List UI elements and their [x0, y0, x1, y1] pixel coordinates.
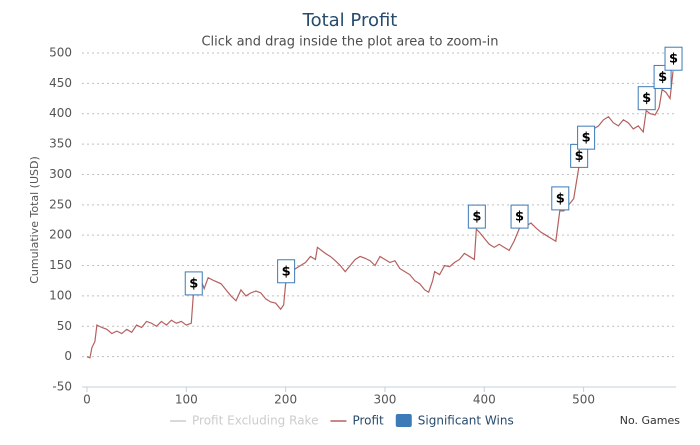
y-tick-label: -50: [52, 380, 72, 394]
x-tick-label: 500: [572, 393, 595, 407]
legend-label: Significant Wins: [418, 414, 514, 428]
chart-title: Total Profit: [302, 10, 398, 31]
flag: [653, 64, 672, 89]
y-tick-label: 250: [49, 197, 72, 211]
y-tick-label: 200: [49, 228, 72, 242]
x-tick-label: 200: [274, 393, 297, 407]
y-tick-label: 100: [49, 288, 72, 302]
flag: [467, 204, 486, 229]
flag: [184, 271, 203, 296]
flag-text: $: [189, 276, 198, 291]
flag-text: $: [669, 52, 678, 67]
x-tick-label: 400: [473, 393, 496, 407]
flag: [637, 86, 656, 111]
legend-label: Profit: [352, 414, 384, 428]
flag-text: $: [658, 70, 667, 85]
flag-text: $: [642, 91, 651, 106]
flag-text: $: [556, 191, 565, 206]
x-axis-label: No. Games: [620, 414, 681, 427]
flag-text: $: [282, 264, 291, 279]
y-axis-label: Cumulative Total (USD): [28, 156, 41, 284]
profit-line: [86, 71, 674, 359]
chart-subtitle: Click and drag inside the plot area to z…: [201, 35, 498, 50]
y-tick-label: 450: [49, 76, 72, 90]
y-tick-label: 50: [57, 319, 72, 333]
flag: [277, 259, 296, 284]
flag: [664, 46, 683, 71]
x-tick-label: 0: [83, 393, 91, 407]
flag: [577, 125, 596, 150]
y-tick-label: 350: [49, 137, 72, 151]
x-tick-label: 300: [374, 393, 397, 407]
y-tick-label: 400: [49, 106, 72, 120]
y-tick-label: 500: [49, 46, 72, 60]
legend-label: Profit Excluding Rake: [192, 414, 318, 428]
y-tick-label: 300: [49, 167, 72, 181]
x-tick-label: 100: [175, 393, 198, 407]
y-tick-label: 150: [49, 258, 72, 272]
flag: [510, 204, 529, 229]
flag-text: $: [575, 149, 584, 164]
y-tick-label: 0: [64, 349, 72, 363]
flag-text: $: [472, 210, 481, 225]
legend-symbol: [395, 414, 412, 427]
flag-text: $: [582, 131, 591, 146]
flag-text: $: [515, 210, 524, 225]
flag: [551, 186, 570, 211]
